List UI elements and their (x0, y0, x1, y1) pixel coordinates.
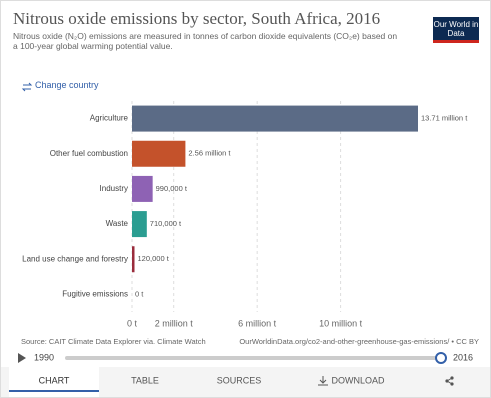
bar (132, 175, 153, 202)
category-label: Agriculture (90, 114, 129, 123)
chart-subtitle: Nitrous oxide (N₂O) emissions are measur… (13, 31, 398, 51)
value-label: 710,000 t (150, 219, 182, 228)
bar (132, 105, 418, 132)
source: Source: CAIT Climate Data Explorer via. … (21, 337, 206, 346)
bar (132, 211, 147, 238)
x-tick-label: 6 million t (238, 318, 277, 328)
timeline-start: 1990 (34, 352, 54, 362)
category-label: Industry (100, 184, 128, 193)
value-label: 120,000 t (138, 254, 170, 263)
chart-title: Nitrous oxide emissions by sector, South… (13, 9, 381, 28)
share-icon[interactable] (445, 376, 454, 386)
change-icon[interactable] (21, 82, 33, 92)
x-tick-label: 2 million t (155, 318, 194, 328)
category-label: Fugitive emissions (62, 290, 128, 299)
x-tick-label: 0 t (127, 318, 138, 328)
tab[interactable]: CHART (39, 375, 70, 385)
value-label: 990,000 t (156, 184, 188, 193)
category-label: Land use change and forestry (22, 254, 128, 263)
value-label: 2.56 million t (188, 149, 231, 158)
tab[interactable]: TABLE (131, 375, 159, 385)
tab[interactable]: SOURCES (217, 375, 262, 385)
change-country[interactable]: Change country (35, 80, 99, 90)
download-icon (318, 376, 328, 386)
bar (132, 246, 135, 273)
bar (132, 140, 186, 167)
timeline-end: 2016 (453, 352, 473, 362)
timeline-handle[interactable] (435, 352, 447, 364)
value-label: 13.71 million t (421, 114, 468, 123)
play-button[interactable] (18, 353, 26, 363)
logo[interactable]: Our World in Data (433, 17, 479, 43)
url[interactable]: OurWorldinData.org/co2-and-other-greenho… (239, 337, 479, 346)
value-label: 0 t (135, 289, 144, 298)
category-label: Waste (106, 219, 129, 228)
tab[interactable]: DOWNLOAD (331, 375, 385, 385)
category-label: Other fuel combustion (50, 149, 128, 158)
x-tick-label: 10 million t (319, 318, 363, 328)
